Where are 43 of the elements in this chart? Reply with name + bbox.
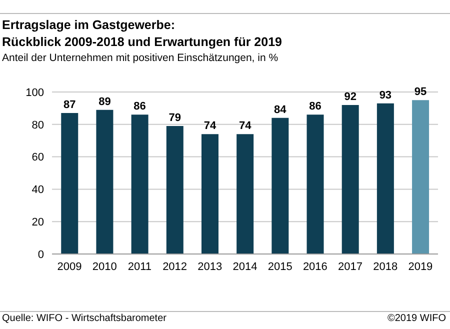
- bar: [166, 126, 184, 254]
- data-label: 86: [134, 100, 146, 113]
- bar: [412, 100, 430, 254]
- data-label: 95: [414, 86, 427, 98]
- bar: [236, 134, 254, 254]
- data-label: 74: [238, 120, 252, 132]
- source-note: Quelle: WIFO - Wirtschaftsbarometer: [2, 313, 166, 324]
- x-tick-label: 2019: [408, 260, 433, 273]
- chart-title: Ertragslage im Gastgewerbe: Rückblick 2009-2018 und Erwartungen für 2019: [2, 17, 282, 51]
- y-tick-label: 100: [26, 86, 44, 99]
- chart-subtitle: Anteil der Unternehmen mit positiven Einschätzungen, in %: [2, 52, 278, 64]
- y-tick-label: 60: [32, 152, 44, 164]
- bar: [201, 134, 218, 254]
- bar: [306, 114, 324, 254]
- bar: [96, 110, 114, 254]
- y-tick-label: 0: [38, 248, 44, 261]
- x-tick-label: 2017: [338, 260, 363, 273]
- y-tick-label: 20: [32, 216, 44, 229]
- bar: [61, 113, 78, 254]
- x-tick-label: 2016: [302, 260, 328, 273]
- x-tick-label: 2013: [198, 260, 222, 273]
- data-label: 89: [98, 96, 111, 108]
- data-label: 74: [204, 120, 217, 132]
- data-label: 79: [168, 112, 182, 124]
- x-tick-label: 2014: [232, 260, 258, 273]
- y-tick-label: 40: [32, 184, 44, 196]
- bar: [272, 118, 289, 254]
- x-tick-label: 2010: [92, 260, 117, 273]
- bar: [131, 114, 148, 254]
- data-label: 87: [64, 99, 76, 112]
- x-tick-label: 2011: [128, 260, 152, 273]
- data-label: 93: [379, 89, 392, 102]
- data-label: 84: [274, 104, 288, 116]
- data-label: 86: [309, 100, 322, 113]
- x-tick-label: 2012: [162, 260, 188, 273]
- x-tick-label: 2015: [268, 260, 292, 273]
- x-tick-label: 2009: [57, 260, 82, 273]
- y-tick-label: 80: [32, 119, 44, 132]
- x-tick-label: 2018: [373, 260, 398, 273]
- text: ©2019 WIFO: [388, 313, 446, 324]
- bar: [376, 103, 394, 254]
- data-label: 92: [344, 90, 356, 103]
- bar: [342, 104, 359, 254]
